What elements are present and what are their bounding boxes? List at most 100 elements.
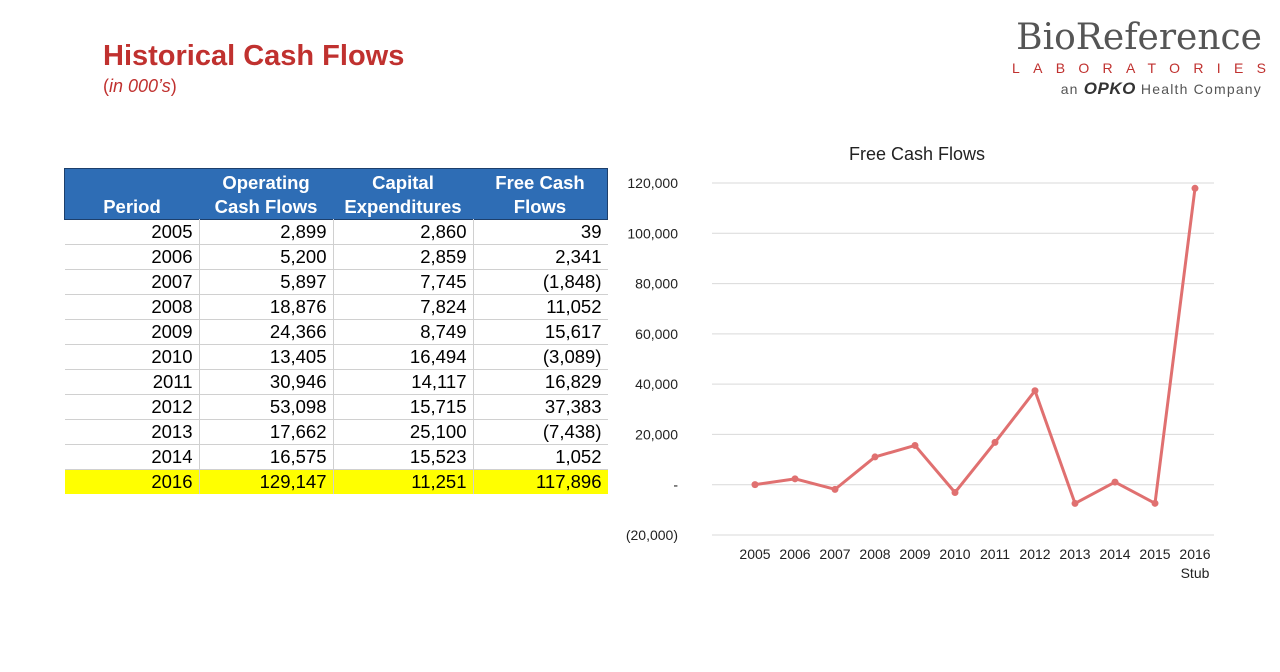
header-period: Period [64, 168, 199, 220]
table-row: 2013 17,662 25,100 (7,438) [64, 419, 608, 445]
data-point [911, 441, 919, 449]
x-tick-label: 2006 [779, 546, 810, 562]
table-row: 2010 13,405 16,494 (3,089) [64, 344, 608, 370]
free-cash-flow-cell: 16,829 [472, 369, 608, 395]
free-cash-flow-cell: 2,341 [472, 244, 608, 270]
data-point [1191, 184, 1199, 192]
capex-cell: 7,824 [332, 294, 473, 320]
capex-cell: 15,523 [332, 444, 473, 470]
period-cell: 2009 [64, 319, 199, 345]
y-tick-label: 120,000 [627, 175, 678, 191]
x-tick-label: 2007 [819, 546, 850, 562]
capex-cell: 14,117 [332, 369, 473, 395]
page-title: Historical Cash Flows [103, 40, 405, 72]
operating-cash-flow-cell: 30,946 [198, 369, 333, 395]
capex-cell: 16,494 [332, 344, 473, 370]
x-tick-label: 2014 [1099, 546, 1130, 562]
x-tick-label: 2009 [899, 546, 930, 562]
free-cash-flow-cell: 117,896 [472, 469, 608, 494]
capex-cell: 2,859 [332, 244, 473, 270]
x-tick-sublabel: Stub [1181, 565, 1210, 581]
series-line [754, 188, 1197, 505]
capex-cell: 8,749 [332, 319, 473, 345]
table-row: 2007 5,897 7,745 (1,848) [64, 269, 608, 295]
period-cell: 2005 [64, 219, 199, 245]
cash-flow-table: Period Operating Cash Flows Capital Expend… [64, 168, 608, 494]
x-tick-label: 2010 [939, 546, 970, 562]
operating-cash-flow-cell: 2,899 [198, 219, 333, 245]
capex-cell: 25,100 [332, 419, 473, 445]
y-tick-label: 40,000 [635, 376, 678, 392]
operating-cash-flow-cell: 18,876 [198, 294, 333, 320]
capex-cell: 11,251 [332, 469, 473, 494]
table-header-row: Period Operating Cash Flows Capital Expend… [64, 168, 608, 220]
y-tick-label: (20,000) [626, 527, 678, 543]
data-point [751, 481, 759, 489]
logo-subtitle: LABORATORIES [1012, 60, 1280, 76]
y-tick-label: 100,000 [627, 225, 678, 241]
data-point [1151, 499, 1159, 507]
x-tick-label: 2016 [1179, 546, 1210, 562]
period-cell: 2011 [64, 369, 199, 395]
data-point [1111, 478, 1119, 486]
data-point [791, 475, 799, 483]
data-point [1071, 499, 1079, 507]
free-cash-flow-cell: (3,089) [472, 344, 608, 370]
operating-cash-flow-cell: 24,366 [198, 319, 333, 345]
company-logo: BioReference LABORATORIES an OPKO Health… [1012, 18, 1266, 100]
free-cash-flows-chart: 120,000 100,000 80,000 60,000 40,000 20,000 - (… [626, 175, 1214, 581]
header-capital-expenditures: Capital Expenditures [333, 168, 473, 220]
operating-cash-flow-cell: 53,098 [198, 394, 333, 420]
y-tick-label: - [673, 477, 678, 493]
data-point [951, 488, 959, 496]
operating-cash-flow-cell: 17,662 [198, 419, 333, 445]
period-cell: 2013 [64, 419, 199, 445]
opko-brand: OPKO [1083, 79, 1136, 98]
capex-cell: 7,745 [332, 269, 473, 295]
table-row: 2006 5,200 2,859 2,341 [64, 244, 608, 270]
table-row: 2009 24,366 8,749 15,617 [64, 319, 608, 345]
period-cell: 2008 [64, 294, 199, 320]
operating-cash-flow-cell: 5,200 [198, 244, 333, 270]
capex-cell: 2,860 [332, 219, 473, 245]
y-tick-label: 60,000 [635, 326, 678, 342]
table-row: 2012 53,098 15,715 37,383 [64, 394, 608, 420]
period-cell: 2012 [64, 394, 199, 420]
free-cash-flow-cell: (1,848) [472, 269, 608, 295]
operating-cash-flow-cell: 13,405 [198, 344, 333, 370]
data-point [871, 453, 879, 461]
header-free-cash-flows: Free Cash Flows [473, 168, 608, 220]
period-cell: 2007 [64, 269, 199, 295]
header-operating-cash-flows: Operating Cash Flows [199, 168, 333, 220]
y-tick-label: 20,000 [635, 426, 678, 442]
data-point [991, 438, 999, 446]
period-cell: 2016 [64, 469, 199, 494]
capex-cell: 15,715 [332, 394, 473, 420]
period-cell: 2010 [64, 344, 199, 370]
x-tick-label: 2012 [1019, 546, 1050, 562]
operating-cash-flow-cell: 5,897 [198, 269, 333, 295]
period-cell: 2014 [64, 444, 199, 470]
table-row: 2016 129,147 11,251 117,896 [64, 469, 608, 494]
free-cash-flow-cell: (7,438) [472, 419, 608, 445]
free-cash-flow-cell: 15,617 [472, 319, 608, 345]
operating-cash-flow-cell: 129,147 [198, 469, 333, 494]
data-point [1031, 387, 1039, 395]
table-row: 2005 2,899 2,860 39 [64, 219, 608, 245]
x-tick-label: 2011 [980, 546, 1010, 562]
y-tick-label: 80,000 [635, 276, 678, 292]
x-tick-label: 2005 [739, 546, 770, 562]
data-point [831, 485, 839, 493]
units-note: in 000’s [109, 76, 171, 96]
free-cash-flow-cell: 1,052 [472, 444, 608, 470]
x-tick-label: 2013 [1059, 546, 1090, 562]
chart-title: Free Cash Flows [848, 144, 986, 164]
free-cash-flow-cell: 37,383 [472, 394, 608, 420]
table-body: 2005 2,899 2,860 39 2006 5,200 2,859 2,341 2007 5… [64, 219, 608, 494]
operating-cash-flow-cell: 16,575 [198, 444, 333, 470]
x-tick-label: 2015 [1139, 546, 1170, 562]
period-cell: 2006 [64, 244, 199, 270]
free-cash-flow-cell: 39 [472, 219, 608, 245]
logo-tagline: an OPKO Health Company [1060, 79, 1262, 98]
table-row: 2011 30,946 14,117 16,829 [64, 369, 608, 395]
